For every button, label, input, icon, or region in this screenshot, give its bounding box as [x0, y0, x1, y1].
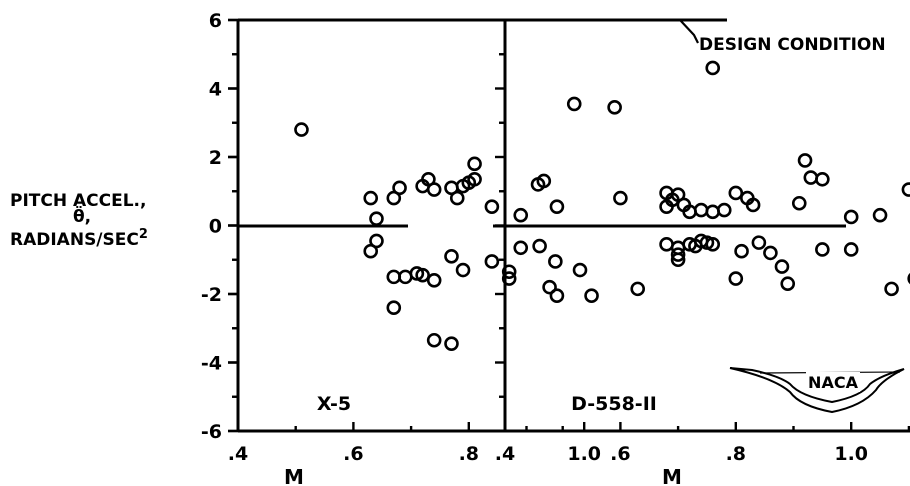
- d558-data-point: [659, 199, 674, 214]
- x5-data-point: [444, 249, 459, 264]
- d558-data-point: [734, 243, 749, 259]
- d558-data-point: [659, 237, 674, 252]
- y-tick-label: 4: [209, 79, 222, 101]
- x5-data-point: [426, 182, 442, 197]
- d558-data-point: [780, 276, 796, 292]
- d558-data-point: [693, 202, 709, 218]
- x5-data-point: [467, 171, 482, 187]
- x5-x-tick-label: .6: [343, 443, 363, 465]
- d558-data-point: [613, 190, 628, 206]
- d558-data-point: [566, 96, 582, 112]
- y-axis-title-line1: PITCH ACCEL.,: [10, 191, 146, 211]
- d558-x-axis-title: M: [662, 465, 682, 486]
- x5-data-point: [363, 243, 379, 259]
- d558-data-point: [549, 288, 565, 304]
- naca-logo: NACA: [729, 367, 905, 414]
- y-tick-label: -4: [201, 353, 222, 375]
- x5-data-point: [409, 266, 425, 281]
- y-axis-title-units: RADIANS/SEC: [10, 230, 139, 250]
- naca-logo-text: NACA: [808, 373, 859, 392]
- y-tick-label: 6: [209, 10, 222, 32]
- x5-data-point: [501, 264, 517, 280]
- y-axis-title-line3: RADIANS/SEC2: [10, 227, 148, 250]
- design-condition-label: DESIGN CONDITION: [699, 35, 886, 55]
- x5-data-point: [449, 190, 465, 206]
- d558-x-tick-label: .6: [610, 443, 630, 465]
- x5-data-point: [455, 262, 471, 278]
- x5-x-tick-label: .8: [459, 443, 479, 465]
- y-tick-label: 2: [209, 147, 222, 169]
- y-tick-label: 0: [209, 216, 222, 238]
- x5-x-tick-label: 1.0: [567, 443, 601, 465]
- d558-data-point: [763, 245, 778, 261]
- y-axis-title-line2: θ̈,: [73, 204, 91, 227]
- x5-data-point: [467, 156, 482, 172]
- d558-data-point: [607, 100, 622, 115]
- x5-data-point: [513, 240, 529, 256]
- d558-data-point: [670, 247, 686, 262]
- x5-data-point: [369, 211, 384, 226]
- design-condition-leader: [679, 19, 699, 44]
- x5-data-point: [542, 279, 557, 295]
- x5-data-point: [536, 173, 552, 189]
- points-layer: [294, 60, 910, 351]
- y-tick-label: -6: [201, 421, 222, 443]
- x5-data-point: [548, 254, 563, 269]
- x5-data-point: [426, 332, 442, 348]
- x5-panel-label: X-5: [317, 393, 351, 415]
- x5-data-point: [513, 207, 529, 223]
- x5-data-point: [398, 269, 413, 285]
- d558-data-point: [751, 235, 767, 250]
- d558-data-point: [901, 182, 910, 197]
- d558-data-point: [745, 197, 761, 213]
- d558-x-tick-label: .8: [726, 443, 746, 465]
- d558-data-point: [549, 199, 565, 214]
- x5-data-point: [392, 180, 407, 196]
- x5-data-point: [484, 254, 500, 269]
- x5-data-point: [386, 300, 402, 316]
- d558-data-point: [774, 259, 790, 274]
- d558-data-point: [872, 207, 888, 223]
- d558-data-point: [716, 202, 732, 218]
- d558-x-tick-label: 1.0: [834, 443, 868, 465]
- d558-data-point: [843, 242, 859, 257]
- d558-data-point: [815, 242, 830, 257]
- d558-data-point: [670, 252, 686, 268]
- x5-data-point: [426, 272, 442, 288]
- d558-x-tick-label: .4: [495, 443, 515, 465]
- x5-data-point: [484, 199, 500, 214]
- y-axis-title-superscript: 2: [139, 227, 148, 242]
- d558-data-point: [728, 185, 744, 201]
- d558-data-point: [572, 262, 588, 278]
- d558-data-point: [843, 209, 859, 225]
- d558-panel-label: D-558-II: [571, 393, 657, 415]
- x5-data-point: [501, 271, 517, 286]
- x5-data-point: [363, 190, 379, 206]
- d558-data-point: [728, 271, 744, 286]
- d558-data-point: [797, 153, 813, 168]
- d558-data-point: [705, 204, 721, 220]
- d558-data-point: [907, 272, 910, 285]
- d558-data-point: [705, 60, 721, 76]
- x5-x-tick-label: .4: [228, 443, 248, 465]
- x5-data-point: [386, 269, 402, 285]
- x5-data-point: [294, 122, 309, 137]
- d558-data-point: [630, 281, 646, 297]
- d558-data-point: [584, 288, 599, 304]
- d558-data-point: [791, 195, 807, 211]
- d558-data-point: [705, 237, 721, 252]
- x5-x-axis-title: M: [284, 465, 304, 486]
- d558-data-point: [884, 281, 899, 297]
- y-tick-label: -2: [201, 284, 222, 306]
- d558-data-point: [803, 170, 819, 185]
- x5-data-point: [444, 336, 459, 351]
- d558-data-point: [532, 238, 547, 254]
- d558-data-point: [815, 171, 830, 187]
